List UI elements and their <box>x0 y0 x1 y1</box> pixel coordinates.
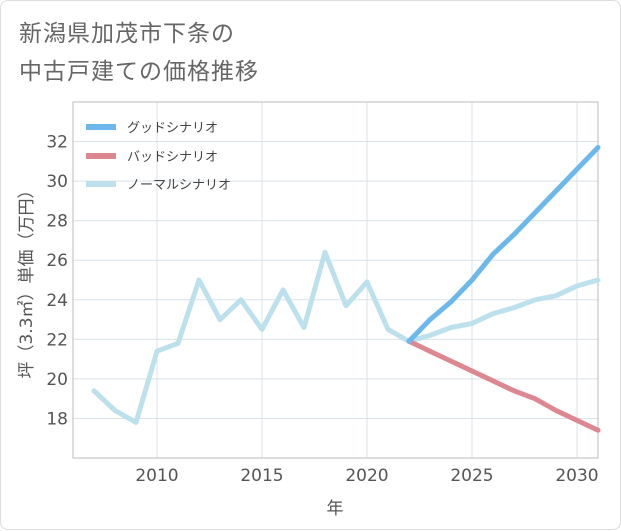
page-title: 新潟県加茂市下条の 中古戸建ての価格推移 <box>19 21 259 85</box>
x-tick-label-2025: 2025 <box>450 466 493 486</box>
y-tick-label-22: 22 <box>46 330 68 350</box>
x-tick-label-2015: 2015 <box>240 466 283 486</box>
y-tick-label-32: 32 <box>46 133 68 153</box>
series-line-normal <box>91 249 601 425</box>
x-tick-label-2030: 2030 <box>555 466 598 486</box>
x-tick-label-2020: 2020 <box>345 466 388 486</box>
y-tick-label-26: 26 <box>46 251 68 271</box>
series-line-bad <box>406 338 601 433</box>
legend-label-normal[interactable]: ノーマルシナリオ <box>127 178 231 193</box>
series-layer <box>91 145 601 433</box>
series-line-good <box>406 145 601 344</box>
x-axis-label: 年 <box>327 499 344 519</box>
y-tick-label-28: 28 <box>46 212 68 232</box>
x-tick-label-2010: 2010 <box>135 466 178 486</box>
axis-ticks: 2010 2015 2020 2025 2030 18 20 22 24 26 28 30 32 <box>46 133 598 486</box>
grid <box>73 102 598 458</box>
y-tick-label-30: 30 <box>46 172 68 192</box>
y-tick-label-24: 24 <box>46 291 68 311</box>
y-axis-label: 坪（3.3㎡）単価（万円） <box>17 181 37 378</box>
y-tick-label-18: 18 <box>46 409 68 429</box>
legend-label-bad[interactable]: バッドシナリオ <box>127 150 218 165</box>
legend[interactable]: グッドシナリオ バッドシナリオ ノーマルシナリオ <box>86 121 231 193</box>
y-tick-label-20: 20 <box>46 370 68 390</box>
legend-label-good[interactable]: グッドシナリオ <box>127 121 218 136</box>
